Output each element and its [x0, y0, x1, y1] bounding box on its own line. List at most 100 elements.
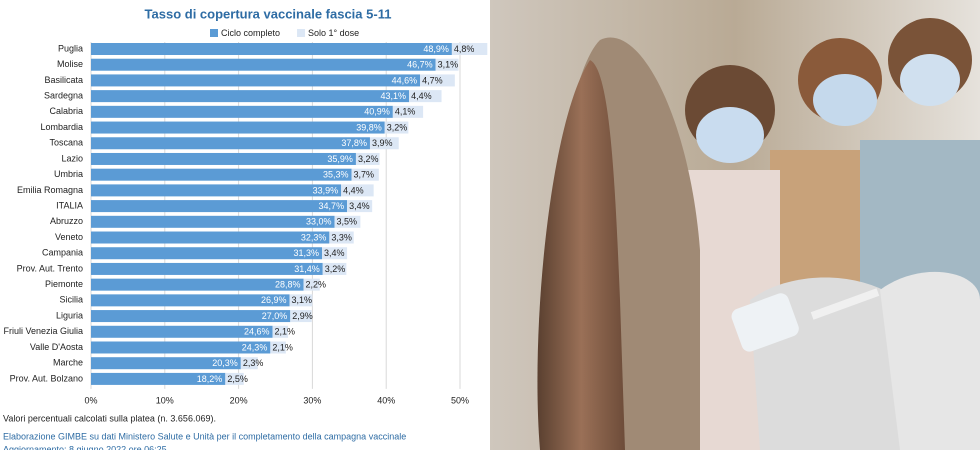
value-label: 3,4%	[324, 248, 345, 258]
y-tick-label: Toscana	[49, 138, 83, 148]
y-tick-label: Veneto	[55, 232, 83, 242]
legend-swatch	[297, 29, 306, 37]
value-label: 35,3%	[323, 170, 349, 180]
legend-swatch	[210, 29, 218, 37]
value-label: 40,9%	[364, 107, 390, 117]
y-tick-label: Lazio	[61, 153, 83, 163]
value-label: 2,1%	[275, 327, 296, 337]
bar	[289, 294, 313, 307]
bar	[91, 105, 393, 118]
value-label: 4,4%	[343, 185, 364, 195]
bar	[91, 90, 410, 103]
value-label: 2,2%	[306, 280, 327, 290]
value-label: 34,7%	[319, 201, 345, 211]
value-label: 24,3%	[242, 342, 268, 352]
bar	[91, 121, 385, 134]
value-label: 3,2%	[325, 264, 346, 274]
bar	[290, 310, 312, 323]
value-label: 35,9%	[327, 154, 353, 164]
value-label: 4,8%	[454, 44, 475, 54]
x-tick-label: 40%	[377, 395, 395, 405]
x-tick-label: 20%	[230, 395, 248, 405]
bar	[91, 58, 436, 71]
bar	[91, 310, 291, 323]
bar	[91, 200, 348, 213]
footnote: Valori percentuali calcolati sulla plate…	[3, 413, 216, 423]
value-label: 26,9%	[261, 295, 287, 305]
x-tick-label: 0%	[84, 395, 97, 405]
value-label: 3,5%	[337, 217, 358, 227]
bar	[91, 357, 241, 370]
bar	[334, 215, 361, 228]
bar	[369, 137, 399, 150]
bar	[347, 200, 373, 213]
legend-label: Ciclo completo	[221, 28, 280, 38]
bar	[303, 278, 320, 291]
y-tick-label: Piemonte	[45, 279, 83, 289]
y-tick-label: Prov. Aut. Bolzano	[10, 373, 83, 383]
bar	[91, 184, 342, 197]
bar	[270, 341, 286, 354]
value-label: 28,8%	[275, 280, 301, 290]
bar	[435, 58, 459, 71]
bar	[91, 341, 271, 354]
bar	[91, 278, 304, 291]
bar	[91, 74, 421, 87]
value-label: 39,8%	[356, 122, 382, 132]
value-label: 3,4%	[349, 201, 370, 211]
y-tick-label: Sardegna	[44, 91, 83, 101]
photo	[490, 0, 980, 450]
value-label: 31,4%	[294, 264, 320, 274]
value-label: 32,3%	[301, 232, 327, 242]
value-label: 27,0%	[262, 311, 288, 321]
bar	[91, 137, 370, 150]
y-tick-label: Abruzzo	[50, 216, 83, 226]
x-tick-label: 50%	[451, 395, 469, 405]
footnote: Aggiornamento: 8 giugno 2022 ore 06:25	[3, 444, 167, 450]
value-label: 33,9%	[313, 185, 339, 195]
value-label: 20,3%	[212, 358, 238, 368]
bar	[91, 325, 273, 338]
value-label: 2,3%	[243, 358, 264, 368]
bar	[351, 168, 379, 181]
bar	[420, 74, 455, 87]
bar	[91, 43, 452, 55]
value-label: 3,7%	[354, 170, 375, 180]
bar	[409, 90, 442, 103]
value-label: 2,1%	[272, 342, 293, 352]
y-tick-label: Campania	[42, 248, 83, 258]
y-tick-label: Sicilia	[59, 295, 83, 305]
y-tick-label: Basilicata	[44, 75, 83, 85]
footnote: Elaborazione GIMBE su dati Ministero Sal…	[3, 431, 406, 441]
value-label: 4,4%	[411, 91, 432, 101]
value-label: 44,6%	[392, 75, 418, 85]
value-label: 3,2%	[387, 122, 408, 132]
value-label: 3,3%	[331, 232, 352, 242]
value-label: 33,0%	[306, 217, 332, 227]
bar	[240, 357, 258, 370]
value-label: 3,1%	[292, 295, 313, 305]
bar	[321, 247, 348, 260]
value-label: 4,1%	[395, 107, 416, 117]
value-label: 31,3%	[293, 248, 319, 258]
value-label: 2,9%	[292, 311, 313, 321]
y-tick-label: Marche	[53, 358, 83, 368]
bar	[91, 294, 290, 307]
value-label: 24,6%	[244, 327, 270, 337]
bar	[91, 215, 335, 228]
bar	[225, 372, 244, 385]
bar	[91, 152, 356, 165]
y-tick-label: Liguria	[56, 310, 83, 320]
x-tick-label: 10%	[156, 395, 174, 405]
bar	[341, 184, 374, 197]
y-tick-label: Friuli Venezia Giulia	[3, 326, 83, 336]
y-tick-label: Emilia Romagna	[17, 185, 83, 195]
bar	[91, 231, 330, 244]
y-tick-label: Umbria	[54, 169, 83, 179]
y-tick-label: Valle D'Aosta	[30, 342, 83, 352]
y-tick-label: Lombardia	[40, 122, 83, 132]
bar	[392, 105, 424, 118]
legend-label: Solo 1° dose	[308, 28, 359, 38]
